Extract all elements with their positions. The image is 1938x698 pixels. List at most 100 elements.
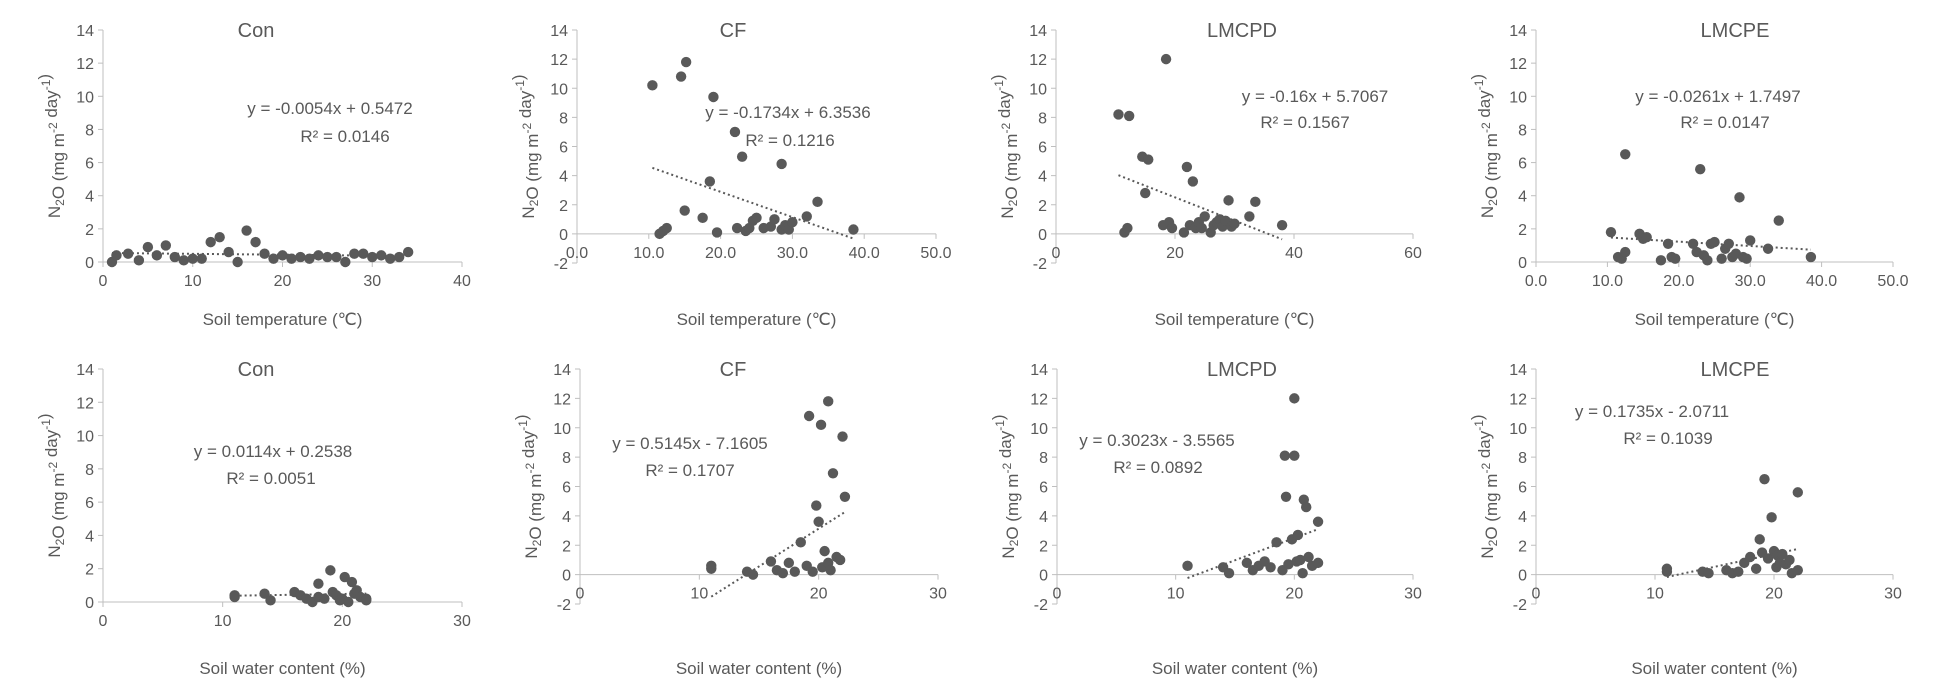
y-tick-label: 2 (559, 198, 568, 215)
data-point (1777, 548, 1788, 560)
y-tick-label: 0 (85, 595, 94, 612)
data-point (393, 251, 405, 263)
data-point (178, 255, 189, 266)
data-point (214, 231, 225, 243)
data-point (385, 253, 396, 264)
data-point (731, 222, 743, 234)
data-point (229, 591, 240, 603)
y-tick-label: 12 (76, 395, 94, 412)
data-point (839, 491, 851, 502)
x-axis-label: Soil temperature (℃) (1155, 310, 1315, 329)
data-point (1241, 557, 1253, 569)
panel-title: LMCPD (1207, 20, 1277, 42)
x-axis-label: Soil water content (%) (1152, 659, 1318, 678)
data-point (1140, 187, 1151, 199)
x-tick-label: 10 (690, 586, 708, 603)
data-point (747, 569, 759, 580)
scatter-panel-1: 0 2 4 6 8 10 12 14 0 10 20 30 40 Con Soil temperature … (35, 20, 471, 329)
scatter-panel-3: -2 0 2 4 6 8 10 12 14 0 20 40 60 LMCPD Soil temperatur… (988, 20, 1422, 329)
x-tick-label: 60 (1404, 245, 1422, 262)
y-tick-label: 6 (559, 140, 568, 157)
y-tick-label: 2 (1039, 538, 1048, 555)
scatter-panel-6: -2 0 2 4 6 8 10 12 14 0 10 20 30 CF Soil water content… (512, 359, 947, 678)
data-point (708, 91, 719, 103)
data-point (1661, 566, 1673, 577)
y-axis-label: N2O (mg m-2 day-1) (35, 413, 68, 557)
y-tick-label: 14 (1509, 362, 1527, 379)
data-point (295, 251, 306, 263)
y-tick-label: 10 (1509, 89, 1527, 106)
x-tick-label: 0 (576, 586, 585, 603)
data-point (1182, 560, 1193, 572)
data-point (1620, 246, 1631, 258)
y-axis-label: N2O (mg m-2 day-1) (1468, 414, 1501, 558)
data-point (1312, 557, 1324, 569)
data-point (1178, 227, 1190, 238)
y-tick-label: 10 (1030, 421, 1048, 438)
r-squared-label: R² = 0.1567 (1260, 113, 1349, 132)
y-tick-label: 0 (562, 568, 571, 585)
y-tick-label: 12 (1029, 52, 1047, 69)
x-axis-label: Soil water content (%) (676, 659, 842, 678)
x-tick-label: 20 (333, 613, 351, 630)
data-point (777, 567, 789, 579)
data-point (1750, 563, 1762, 574)
y-tick-label: 14 (1030, 362, 1048, 379)
x-tick-label: 20 (1285, 586, 1303, 603)
data-point (122, 248, 134, 259)
data-point (1784, 554, 1795, 566)
y-tick-label: 12 (1509, 56, 1527, 73)
data-point (1223, 567, 1235, 579)
data-point (187, 253, 198, 264)
data-point (795, 537, 806, 548)
data-point (704, 176, 716, 187)
data-point (765, 556, 777, 567)
x-axis-label: Soil temperature (℃) (203, 310, 363, 329)
data-point (736, 151, 748, 162)
data-point (1250, 196, 1261, 208)
x-tick-label: 10 (1167, 586, 1185, 603)
trendline-equation: y = -0.1734x + 6.3536 (705, 103, 870, 122)
data-point (1734, 192, 1745, 203)
trendline-equation: y = 0.3023x - 3.5565 (1079, 431, 1234, 450)
data-point (675, 71, 687, 82)
x-tick-label: 20 (810, 586, 828, 603)
data-point (751, 212, 762, 224)
data-point (815, 419, 827, 431)
data-point (340, 256, 351, 268)
data-point (807, 566, 818, 577)
x-tick-label: 0 (1052, 245, 1061, 262)
data-point (647, 80, 658, 91)
y-tick-label: 4 (1039, 509, 1048, 526)
y-axis-label: N2O (mg m-2 day-1) (989, 414, 1022, 558)
data-point (1805, 251, 1817, 263)
y-tick-label: 0 (1039, 568, 1048, 585)
scatter-panel-2: -2 0 2 4 6 8 10 12 14 0.0 10.0 20.0 30.0 40.0 50.0 CF So… (509, 20, 952, 329)
data-point (1723, 238, 1734, 249)
y-axis-label: N2O (mg m-2 day-1) (1468, 74, 1501, 218)
y-tick-label: 14 (76, 23, 94, 40)
data-point (1187, 176, 1199, 187)
x-axis-label: Soil water content (%) (199, 659, 365, 678)
data-point (1279, 450, 1291, 461)
x-tick-label: 30 (453, 613, 471, 630)
data-point (1741, 253, 1752, 264)
data-point (811, 500, 822, 511)
y-tick-label: 2 (85, 562, 94, 579)
y-tick-label: 8 (1038, 110, 1047, 127)
y-tick-label: 10 (1509, 421, 1527, 438)
trendline-equation: y = -0.0261x + 1.7497 (1635, 87, 1800, 106)
y-tick-label: 2 (1518, 222, 1527, 239)
data-point (680, 56, 692, 68)
y-tick-label: 0 (1518, 255, 1527, 272)
data-point (111, 250, 122, 261)
y-tick-label: 4 (562, 509, 571, 526)
x-tick-label: 50.0 (1877, 273, 1908, 290)
data-point (1289, 393, 1300, 404)
data-point (827, 468, 839, 479)
trendline-equation: y = 0.1735x - 2.0711 (1575, 402, 1729, 421)
data-point (259, 248, 270, 259)
data-point (787, 217, 798, 228)
data-point (1762, 553, 1774, 564)
